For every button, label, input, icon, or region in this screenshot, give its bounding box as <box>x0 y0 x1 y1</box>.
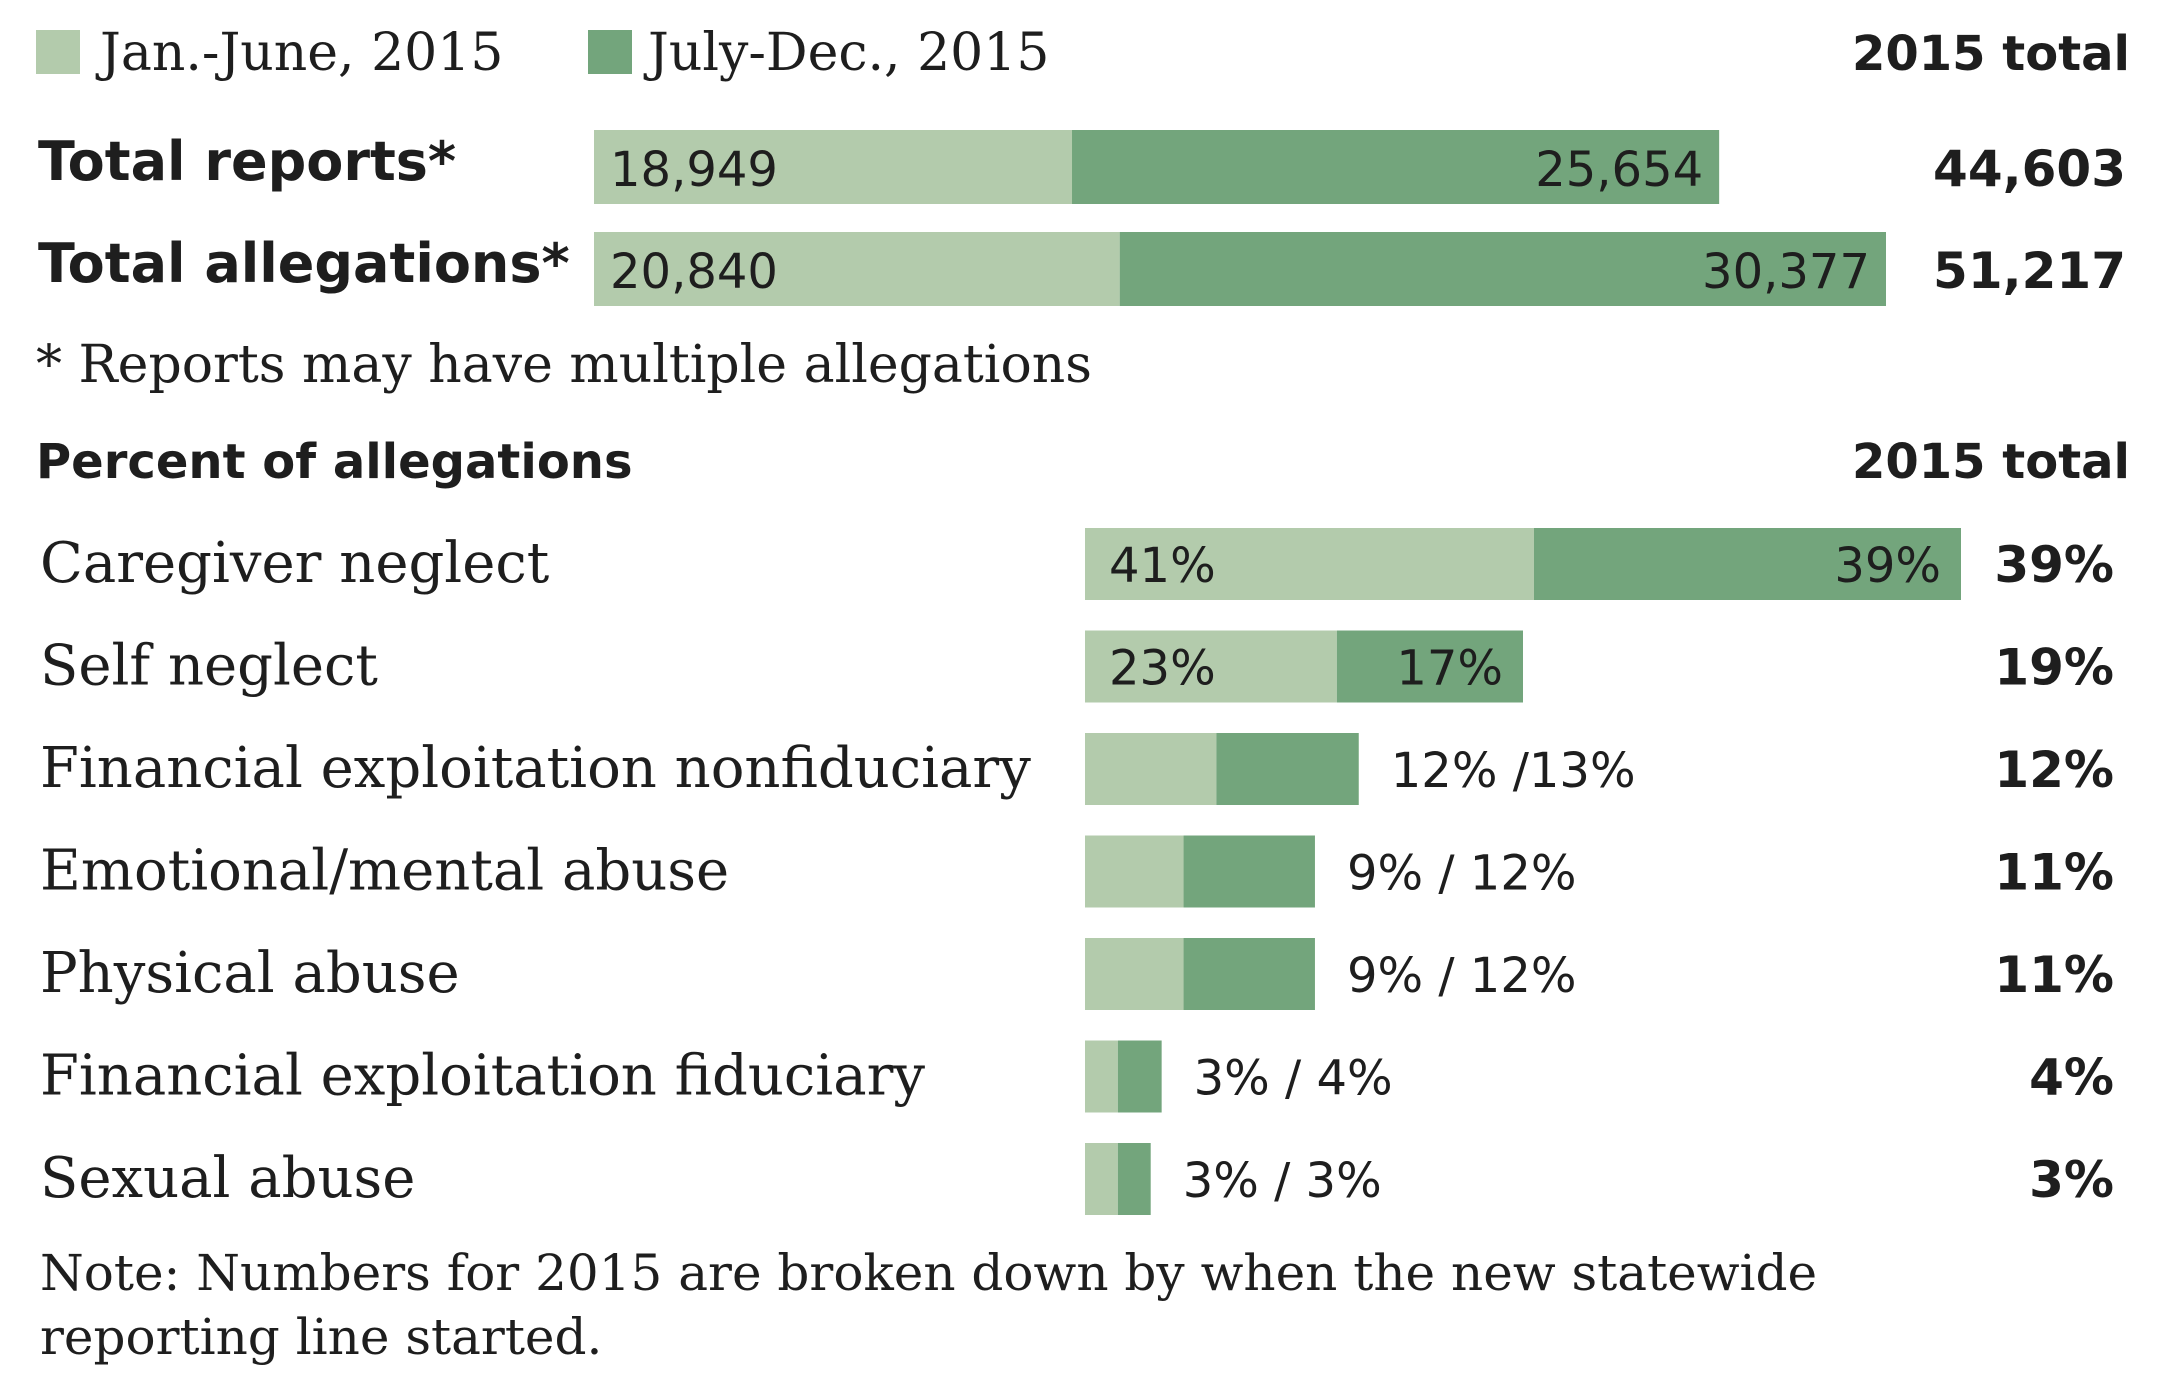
bar-label-financial-exploitation-fiduciary: 3% / 4% <box>1194 1051 1393 1107</box>
bar-caregiver-neglect-july-dec <box>1533 528 1961 600</box>
bar-label-self-neglect-jan-june: 23% <box>1109 641 1216 697</box>
bar-label-total-reports-jan-june: 18,949 <box>610 142 778 198</box>
bar-emotional-mental-abuse-july-dec <box>1183 835 1315 908</box>
legend-label-july-dec: July-Dec., 2015 <box>643 23 1049 83</box>
total-sexual-abuse: 3% <box>2029 1151 2114 1209</box>
bar-self-neglect-july-dec <box>1336 630 1523 703</box>
bar-emotional-mental-abuse-jan-june <box>1085 835 1184 908</box>
note-line-2: reporting line started. <box>40 1308 602 1366</box>
bar-label-financial-exploitation-nonfiduciary: 12% /13% <box>1391 743 1636 799</box>
bar-self-neglect-jan-june <box>1085 630 1337 703</box>
category-label-physical-abuse: Physical abuse <box>40 941 460 1006</box>
bar-total-reports-jan-june <box>594 130 1073 204</box>
legend-swatch-july-dec <box>588 30 632 74</box>
bar-physical-abuse-july-dec <box>1183 938 1315 1010</box>
legend-swatch-jan-june <box>36 30 80 74</box>
category-label-financial-exploitation-nonfiduciary: Financial exploitation nonfiduciary <box>40 736 1031 801</box>
bar-caregiver-neglect-jan-june <box>1085 528 1534 600</box>
total-self-neglect: 19% <box>1994 639 2114 697</box>
bar-financial-exploitation-fiduciary-jan-june <box>1085 1040 1118 1113</box>
bar-sexual-abuse-jan-june <box>1085 1143 1118 1215</box>
total-total-reports: 44,603 <box>1933 140 2126 198</box>
total-caregiver-neglect: 39% <box>1994 536 2114 594</box>
category-label-self-neglect: Self neglect <box>40 634 378 699</box>
bar-financial-exploitation-nonfiduciary-jan-june <box>1085 733 1217 805</box>
bar-label-sexual-abuse: 3% / 3% <box>1183 1153 1382 1209</box>
category-label-financial-exploitation-fiduciary: Financial exploitation fiduciary <box>40 1044 925 1109</box>
row-label-total-allegations: Total allegations* <box>38 232 570 295</box>
bar-label-total-allegations-jan-june: 20,840 <box>610 244 778 300</box>
total-financial-exploitation-fiduciary: 4% <box>2029 1049 2114 1107</box>
bar-label-caregiver-neglect-jan-june: 41% <box>1109 538 1216 594</box>
bar-label-total-reports-july-dec: 25,654 <box>1535 142 1703 198</box>
top-total-header: 2015 total <box>1852 26 2130 82</box>
bar-total-allegations-july-dec <box>1119 232 1886 306</box>
bar-financial-exploitation-fiduciary-july-dec <box>1117 1040 1162 1113</box>
legend-label-jan-june: Jan.-June, 2015 <box>95 23 503 83</box>
footnote: * Reports may have multiple allegations <box>36 335 1092 395</box>
bar-label-caregiver-neglect-july-dec: 39% <box>1834 538 1941 594</box>
total-total-allegations: 51,217 <box>1933 242 2126 300</box>
category-label-sexual-abuse: Sexual abuse <box>40 1146 415 1211</box>
bar-label-total-allegations-july-dec: 30,377 <box>1702 244 1870 300</box>
total-physical-abuse: 11% <box>1994 946 2114 1004</box>
legend: Jan.-June, 2015 July-Dec., 2015 <box>36 23 1049 83</box>
bar-label-self-neglect-july-dec: 17% <box>1396 641 1503 697</box>
total-financial-exploitation-nonfiduciary: 12% <box>1994 741 2114 799</box>
bar-physical-abuse-jan-june <box>1085 938 1184 1010</box>
percent-total-header: 2015 total <box>1852 434 2130 490</box>
bar-label-emotional-mental-abuse: 9% / 12% <box>1347 846 1577 902</box>
reports-allegations-chart: Total reports* 18,949 25,654 44,603 Total al… <box>38 130 2126 306</box>
percent-chart-title: Percent of allegations <box>36 434 633 490</box>
note-line-1: Note: Numbers for 2015 are broken down b… <box>40 1244 1817 1302</box>
category-label-emotional-mental-abuse: Emotional/mental abuse <box>40 839 729 904</box>
bar-financial-exploitation-nonfiduciary-july-dec <box>1216 733 1359 805</box>
bar-sexual-abuse-july-dec <box>1117 1143 1151 1215</box>
percent-allegations-chart: Caregiver neglect 41% 39% 39% Self neglect 23… <box>40 528 2114 1215</box>
bar-total-reports-july-dec <box>1072 130 1720 204</box>
category-label-caregiver-neglect: Caregiver neglect <box>40 531 550 596</box>
bar-label-physical-abuse: 9% / 12% <box>1347 948 1577 1004</box>
total-emotional-mental-abuse: 11% <box>1994 844 2114 902</box>
bar-total-allegations-jan-june <box>594 232 1120 306</box>
row-label-total-reports: Total reports* <box>38 130 456 193</box>
